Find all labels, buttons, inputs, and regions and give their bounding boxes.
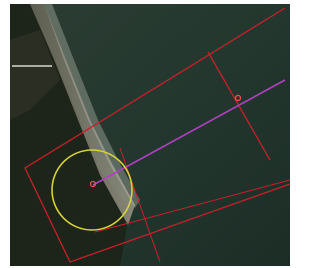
satellite-image (10, 4, 290, 266)
map-view (0, 0, 292, 268)
